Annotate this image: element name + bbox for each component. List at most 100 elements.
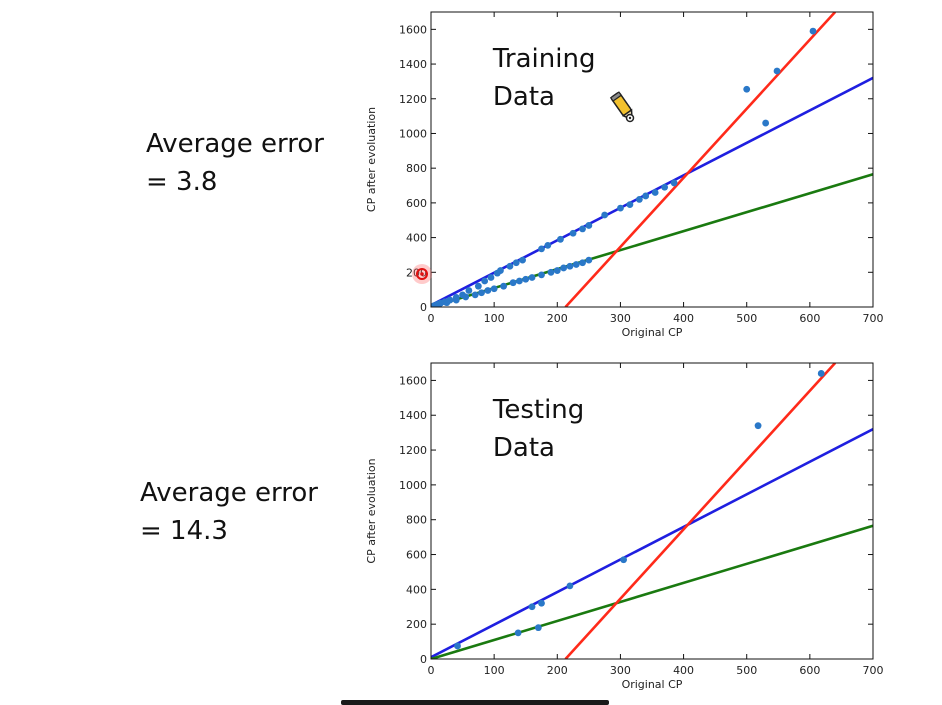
data-point bbox=[465, 287, 473, 294]
data-point bbox=[538, 599, 545, 607]
data-point bbox=[506, 262, 514, 270]
x-tick-label: 600 bbox=[799, 664, 820, 677]
average-error-value: = 14.3 bbox=[140, 516, 228, 546]
regression-line-1 bbox=[431, 428, 873, 659]
y-tick-label: 400 bbox=[406, 583, 427, 596]
data-point bbox=[773, 67, 781, 75]
data-point bbox=[635, 196, 643, 203]
data-point bbox=[443, 299, 451, 307]
data-point bbox=[538, 271, 545, 279]
x-axis-label: Original CP bbox=[622, 678, 683, 691]
average-error-training: Average error = 3.8 bbox=[146, 125, 324, 201]
data-point bbox=[651, 189, 659, 196]
data-point bbox=[490, 285, 498, 293]
data-point bbox=[762, 119, 770, 127]
data-point bbox=[478, 289, 485, 297]
y-tick-label: 1200 bbox=[399, 93, 427, 106]
data-point bbox=[512, 259, 520, 267]
data-point bbox=[500, 282, 508, 290]
x-tick-label: 500 bbox=[736, 664, 757, 677]
data-point bbox=[572, 261, 580, 268]
regression-line-2 bbox=[431, 524, 873, 659]
data-point bbox=[557, 235, 564, 243]
data-point bbox=[471, 291, 479, 299]
y-tick-label: 1000 bbox=[399, 127, 427, 140]
data-point bbox=[566, 582, 574, 590]
y-tick-label: 800 bbox=[406, 162, 427, 175]
data-point bbox=[538, 245, 545, 253]
average-error-label: Average error bbox=[140, 478, 318, 508]
data-point bbox=[481, 277, 489, 285]
data-point bbox=[670, 179, 678, 187]
chart-annotation-line1: Testing bbox=[492, 395, 584, 425]
x-tick-label: 700 bbox=[863, 312, 884, 325]
data-point bbox=[474, 282, 482, 290]
data-point bbox=[585, 222, 593, 229]
chart-annotation-line1: Training bbox=[492, 44, 596, 74]
data-point bbox=[585, 256, 593, 264]
data-point bbox=[642, 192, 650, 200]
x-tick-label: 400 bbox=[673, 664, 694, 677]
average-error-testing: Average error = 14.3 bbox=[140, 474, 318, 550]
data-point bbox=[617, 204, 624, 212]
regression-line-3 bbox=[564, 363, 837, 659]
data-point bbox=[569, 229, 577, 237]
average-error-label: Average error bbox=[146, 129, 324, 159]
average-error-value: = 3.8 bbox=[146, 167, 218, 197]
data-point bbox=[454, 642, 461, 650]
y-tick-label: 1600 bbox=[399, 23, 427, 36]
regression-line-3 bbox=[564, 12, 837, 307]
video-progress-bar[interactable] bbox=[341, 700, 609, 705]
x-tick-label: 200 bbox=[547, 664, 568, 677]
y-tick-label: 600 bbox=[406, 549, 427, 562]
pen-annotation-icon bbox=[609, 91, 635, 123]
data-point bbox=[754, 422, 762, 430]
data-point bbox=[553, 267, 561, 274]
data-point bbox=[452, 296, 460, 304]
data-point bbox=[743, 85, 751, 93]
chart-annotation-line2: Data bbox=[493, 82, 555, 112]
data-point bbox=[544, 241, 552, 249]
series-group bbox=[431, 12, 873, 307]
x-axis-label: Original CP bbox=[622, 326, 683, 339]
y-tick-label: 1200 bbox=[399, 444, 427, 457]
data-point bbox=[560, 264, 567, 272]
data-point bbox=[487, 274, 495, 281]
y-tick-label: 600 bbox=[406, 197, 427, 210]
data-point bbox=[817, 370, 825, 377]
x-tick-label: 600 bbox=[799, 312, 820, 325]
y-axis-label: CP after evoluation bbox=[365, 107, 378, 212]
y-tick-label: 0 bbox=[420, 653, 427, 666]
data-point bbox=[566, 262, 574, 270]
data-point bbox=[522, 275, 530, 283]
x-tick-label: 100 bbox=[484, 312, 505, 325]
x-tick-label: 300 bbox=[610, 312, 631, 325]
data-point bbox=[435, 301, 442, 307]
y-tick-label: 1000 bbox=[399, 479, 427, 492]
data-point bbox=[534, 624, 542, 632]
plot-frame bbox=[430, 362, 874, 660]
y-tick-label: 1400 bbox=[399, 58, 427, 71]
y-tick-label: 200 bbox=[406, 618, 427, 631]
data-point bbox=[579, 259, 586, 267]
x-tick-label: 300 bbox=[610, 664, 631, 677]
data-point bbox=[516, 277, 523, 285]
y-tick-label: 400 bbox=[406, 232, 427, 245]
data-point bbox=[579, 225, 586, 233]
data-point bbox=[484, 287, 492, 294]
data-point bbox=[519, 256, 526, 264]
plot-area bbox=[431, 12, 873, 307]
x-tick-label: 100 bbox=[484, 664, 505, 677]
data-point bbox=[514, 629, 522, 637]
x-tick-label: 500 bbox=[736, 312, 757, 325]
series-group bbox=[431, 363, 873, 659]
data-point bbox=[661, 183, 669, 191]
y-tick-label: 800 bbox=[406, 514, 427, 527]
y-tick-label: 1400 bbox=[399, 409, 427, 422]
y-axis-label: CP after evoluation bbox=[365, 458, 378, 563]
x-tick-label: 0 bbox=[428, 664, 435, 677]
data-point bbox=[528, 274, 536, 281]
y-tick-label: 1600 bbox=[399, 374, 427, 387]
